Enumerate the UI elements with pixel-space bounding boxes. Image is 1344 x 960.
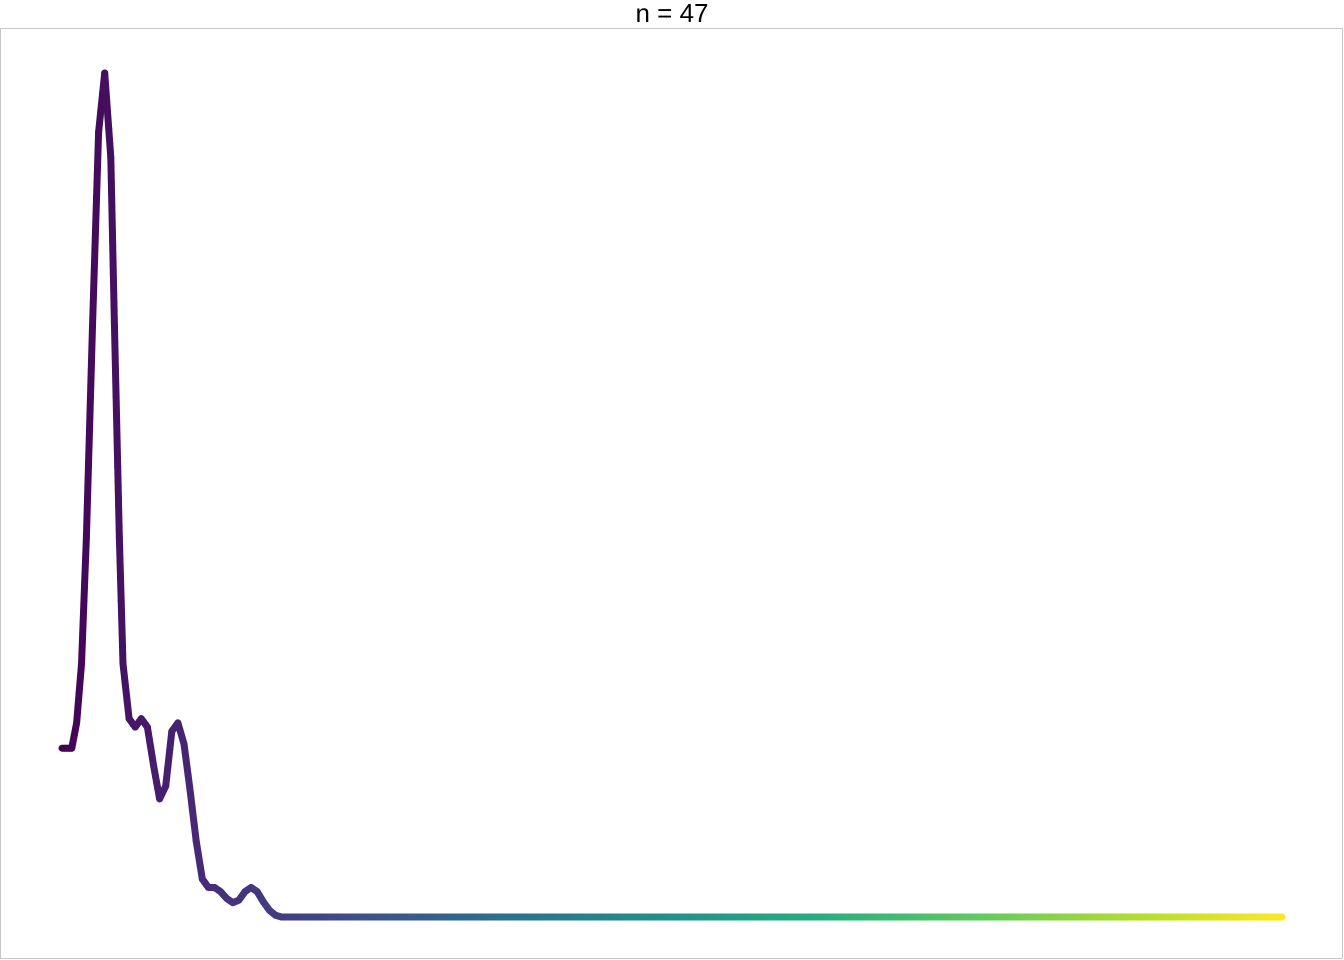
- series-0-segment: [82, 463, 92, 541]
- series-0-segment: [101, 69, 111, 105]
- series-0-segment: [93, 128, 103, 201]
- series-0-segment: [78, 597, 88, 668]
- series-0-segment: [80, 533, 90, 604]
- series-0-segment: [110, 322, 120, 401]
- series-0-segment: [107, 153, 117, 246]
- series-0-segment: [103, 97, 113, 133]
- series-0-segment: [75, 660, 86, 697]
- series-0-segment: [114, 463, 123, 541]
- series-layer: [58, 69, 1286, 921]
- series-0-segment: [84, 393, 94, 471]
- series-0-segment: [109, 238, 118, 330]
- series-0-segment: [89, 257, 99, 330]
- series-0-segment: [115, 533, 125, 604]
- series-0-segment: [117, 597, 127, 668]
- plot-frame: [0, 28, 1343, 959]
- chart-title: n = 47: [635, 0, 709, 28]
- series-0-segment: [105, 125, 115, 161]
- series-0-segment: [112, 393, 122, 471]
- series-0-segment: [86, 322, 96, 401]
- series-0-segment: [91, 193, 101, 265]
- series-0-segment: [73, 689, 83, 727]
